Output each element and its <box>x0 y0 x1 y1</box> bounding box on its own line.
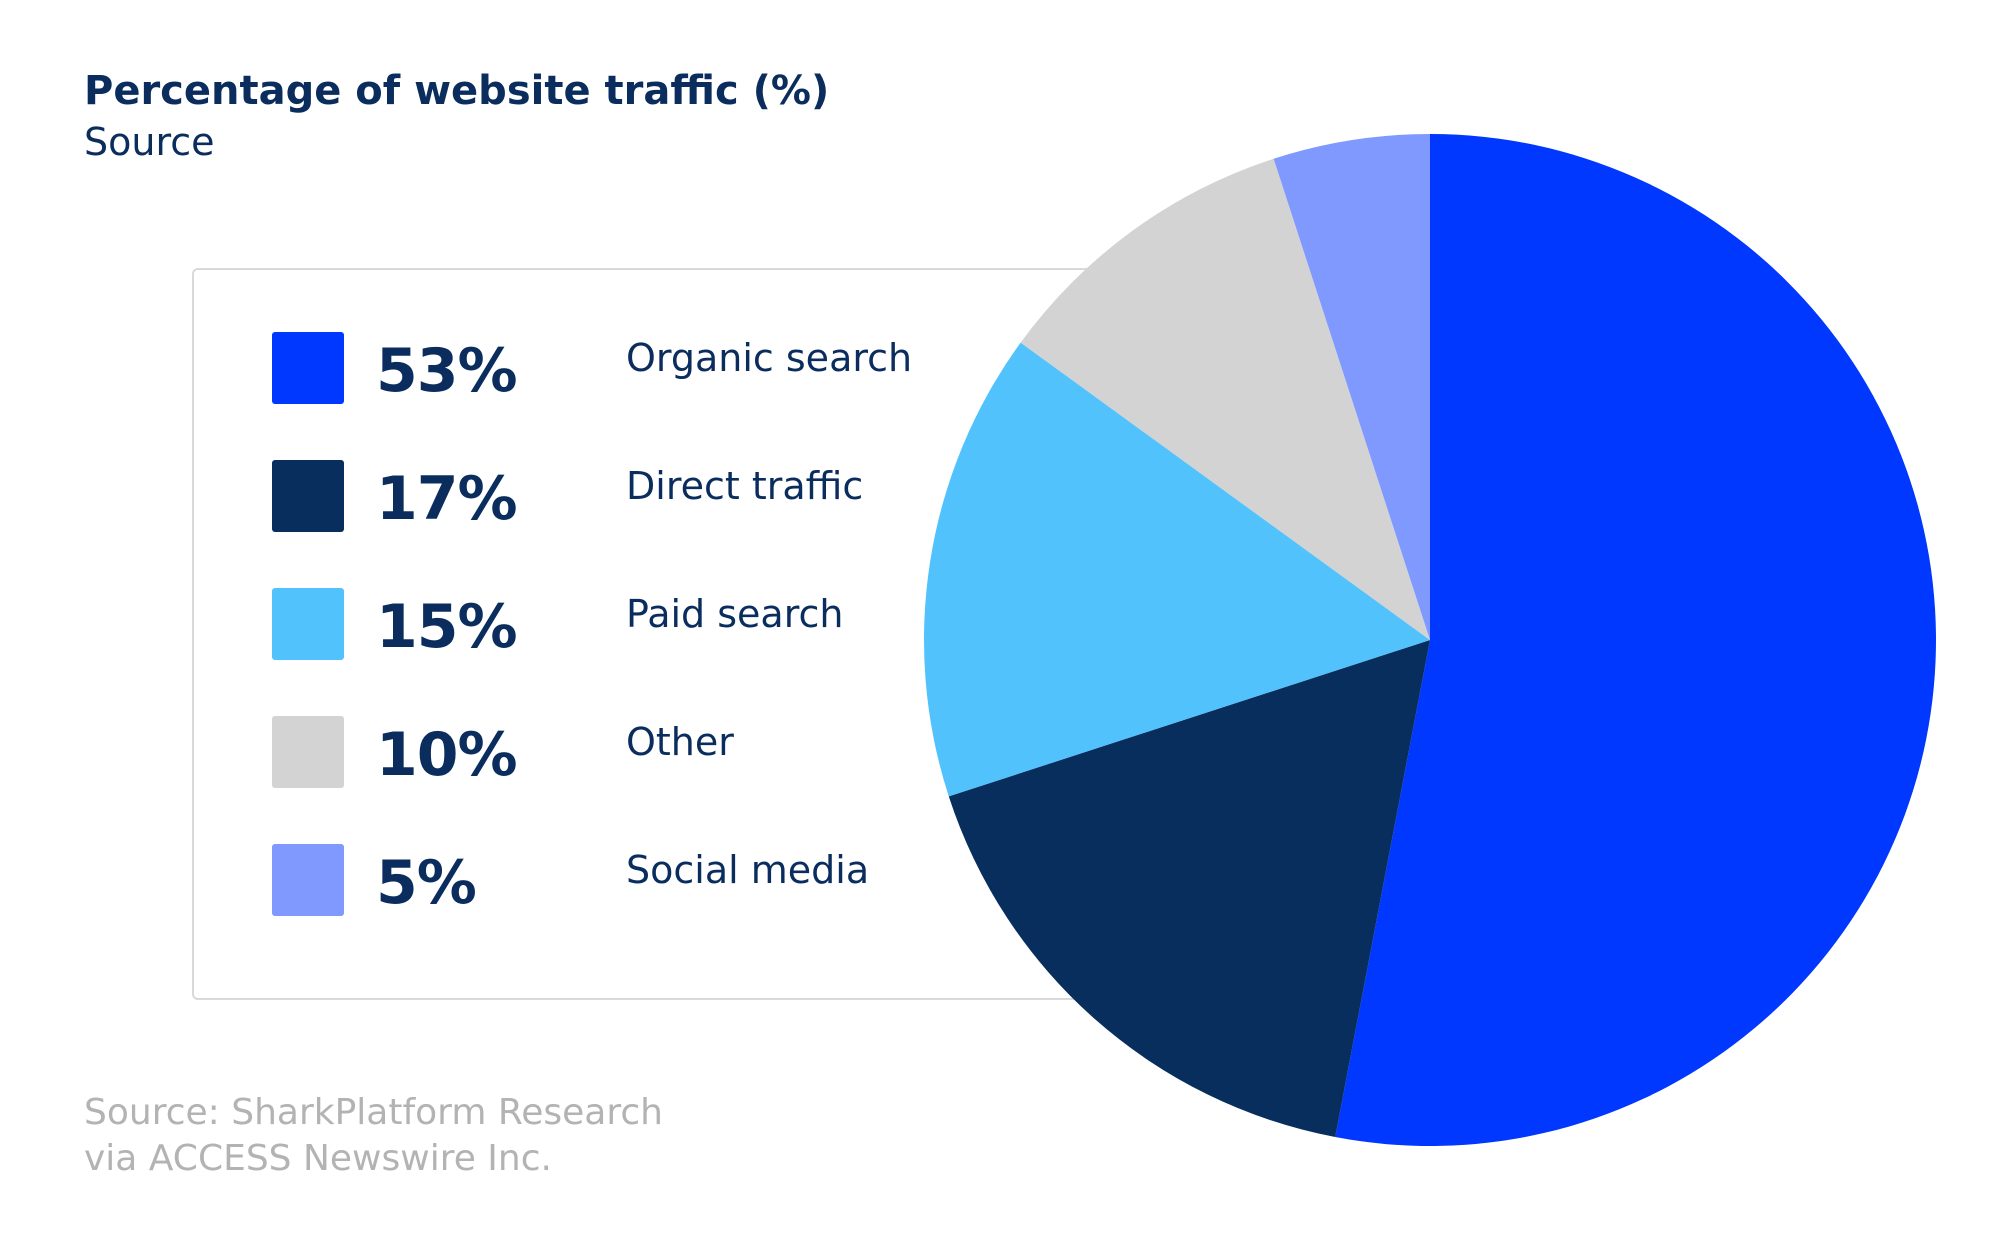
legend-swatch-paid-search <box>272 588 344 660</box>
legend-value-paid-search: 15% <box>376 592 517 662</box>
legend-value-direct-traffic: 17% <box>376 464 517 534</box>
source-line-2: via ACCESS Newswire Inc. <box>84 1136 663 1182</box>
legend-label-paid-search: Paid search <box>626 592 843 636</box>
legend-value-organic-search: 53% <box>376 336 517 406</box>
legend-label-organic-search: Organic search <box>626 336 912 380</box>
legend-label-other: Other <box>626 720 734 764</box>
source-line-1: Source: SharkPlatform Research <box>84 1090 663 1136</box>
legend-swatch-organic-search <box>272 332 344 404</box>
legend-label-social-media: Social media <box>626 848 869 892</box>
legend-swatch-other <box>272 716 344 788</box>
chart-subtitle: Source <box>84 120 215 164</box>
legend-value-other: 10% <box>376 720 517 790</box>
chart-title: Percentage of website traffic (%) <box>84 68 829 114</box>
legend-swatch-social-media <box>272 844 344 916</box>
legend-swatch-direct-traffic <box>272 460 344 532</box>
legend-label-direct-traffic: Direct traffic <box>626 464 863 508</box>
source-note: Source: SharkPlatform Research via ACCES… <box>84 1090 663 1182</box>
pie-chart <box>900 120 1960 1180</box>
legend-value-social-media: 5% <box>376 848 476 918</box>
